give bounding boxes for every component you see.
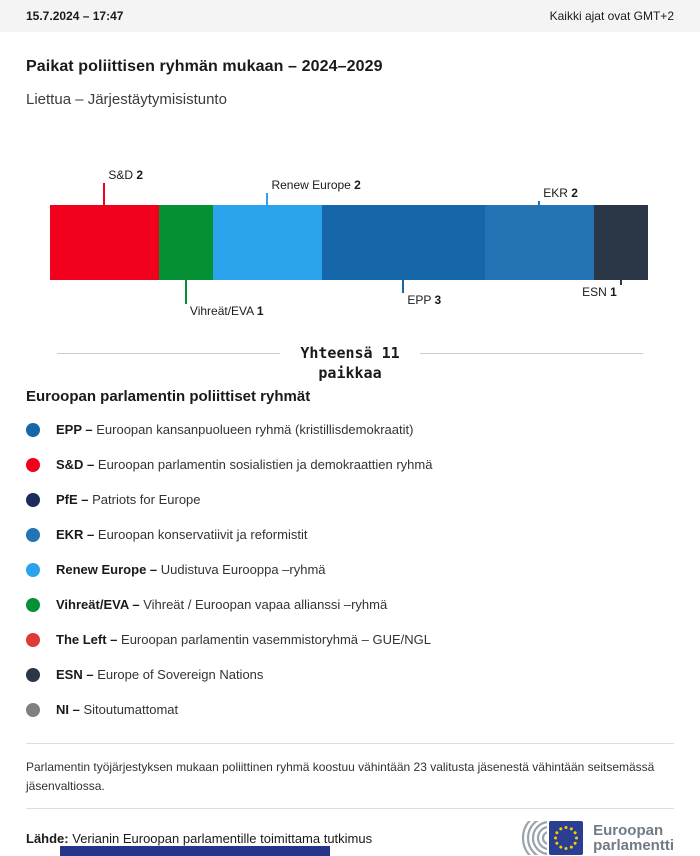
- legend-item-pfe: PfE – Patriots for Europe: [26, 492, 674, 507]
- ep-logo-text-line1: Euroopan: [593, 821, 664, 839]
- page-title: Paikat poliittisen ryhmän mukaan – 2024–…: [26, 58, 383, 75]
- bar-segment-vihre-t-eva: [158, 205, 214, 280]
- footnote: Parlamentin työjärjestyksen mukaan polii…: [26, 760, 655, 794]
- legend-list: EPP – Euroopan kansanpuolueen ryhmä (kri…: [26, 422, 674, 717]
- ep-parliament-logo-icon: [522, 821, 584, 856]
- bar-segment-esn: [593, 205, 648, 280]
- datetime-label: 15.7.2024 – 17:47: [26, 9, 124, 23]
- segment-label-ekr: EKR 2: [543, 186, 578, 200]
- legend-label-ekr: EKR – Euroopan konservatiivit ja reformi…: [56, 527, 308, 542]
- bar-segment-epp: [321, 205, 485, 280]
- legend-item-ekr: EKR – Euroopan konservatiivit ja reformi…: [26, 527, 674, 542]
- legend-dot-pfe: [26, 492, 40, 507]
- legend-dot-ni: [26, 702, 40, 717]
- legend-label-ni: NI – Sitoutumattomat: [56, 702, 179, 717]
- top-info-bar: 15.7.2024 – 17:47 Kaikki ajat ovat GMT+2: [0, 0, 700, 32]
- ep-logo-text: Euroopan parlamentti: [593, 821, 674, 855]
- legend-label-esn: ESN – Europe of Sovereign Nations: [56, 667, 264, 682]
- label-connector-epp: [402, 280, 405, 293]
- label-connector-renew-europe: [266, 193, 269, 205]
- legend-item-renew-europe: Renew Europe – Uudistuva Eurooppa –ryhmä: [26, 562, 674, 577]
- source-value: Verianin Euroopan parlamentille toimitta…: [72, 830, 373, 846]
- source-row: Lähde: Verianin Euroopan parlamentille t…: [26, 821, 674, 856]
- seat-bar: [50, 205, 648, 280]
- footnote-divider: [26, 743, 674, 744]
- legend-dot-esn: [26, 667, 40, 682]
- legend-label-s-d: S&D – Euroopan parlamentin sosialistien …: [56, 457, 433, 472]
- legend-dot-ekr: [26, 527, 40, 542]
- legend-dot-the-left: [26, 632, 40, 647]
- legend-label-renew-europe: Renew Europe – Uudistuva Eurooppa –ryhmä: [56, 562, 326, 577]
- legend-heading: Euroopan parlamentin poliittiset ryhmät: [26, 388, 311, 405]
- legend-item-epp: EPP – Euroopan kansanpuolueen ryhmä (kri…: [26, 422, 674, 437]
- legend-item-s-d: S&D – Euroopan parlamentin sosialistien …: [26, 457, 674, 472]
- label-connector-vihre-t-eva: [184, 280, 187, 304]
- legend-dot-vihre-t-eva: [26, 597, 40, 612]
- label-connector-s-d: [103, 183, 106, 205]
- label-connector-ekr: [538, 201, 541, 205]
- legend-label-the-left: The Left – Euroopan parlamentin vasemmis…: [56, 632, 431, 647]
- segment-label-epp: EPP 3: [407, 293, 442, 307]
- segment-label-vihre-t-eva: Vihreät/EVA 1: [189, 304, 264, 318]
- total-seats-label: Yhteensä 11 paikkaa: [300, 344, 399, 383]
- total-divider-left: [57, 353, 281, 354]
- legend-item-esn: ESN – Europe of Sovereign Nations: [26, 667, 674, 682]
- bar-segment-ekr: [484, 205, 594, 280]
- bar-segment-s-d: [50, 205, 159, 280]
- label-connector-esn: [619, 280, 622, 285]
- legend-dot-s-d: [26, 457, 40, 472]
- timezone-note: Kaikki ajat ovat GMT+2: [549, 9, 674, 23]
- legend-item-vihre-t-eva: Vihreät/EVA – Vihreät / Euroopan vapaa a…: [26, 597, 674, 612]
- ep-logo: Euroopan parlamentti: [512, 821, 674, 856]
- segment-label-s-d: S&D 2: [108, 168, 144, 182]
- bottom-accent-bar: [60, 846, 330, 856]
- bar-segment-renew-europe: [213, 205, 322, 280]
- source-divider: [26, 808, 674, 810]
- source-label: Lähde:: [26, 830, 69, 846]
- legend-dot-epp: [26, 422, 40, 437]
- segment-label-renew-europe: Renew Europe 2: [271, 178, 361, 192]
- total-seats-line2: paikkaa: [318, 363, 382, 382]
- legend-label-epp: EPP – Euroopan kansanpuolueen ryhmä (kri…: [56, 422, 414, 437]
- total-seats-line1: Yhteensä 11: [300, 344, 400, 362]
- total-divider-right: [419, 353, 643, 354]
- legend-item-ni: NI – Sitoutumattomat: [26, 702, 674, 717]
- segment-label-esn: ESN 1: [582, 285, 617, 299]
- legend-dot-renew-europe: [26, 562, 40, 577]
- legend-item-the-left: The Left – Euroopan parlamentin vasemmis…: [26, 632, 674, 647]
- legend-label-pfe: PfE – Patriots for Europe: [56, 492, 201, 507]
- page-subtitle: Liettua – Järjestäytymisistunto: [26, 91, 227, 108]
- seat-chart: S&D 2 Vihreät/EVA 1 Renew Europe 2 EPP 3 EKR…: [50, 169, 648, 318]
- legend-label-vihre-t-eva: Vihreät/EVA – Vihreät / Euroopan vapaa a…: [56, 597, 388, 612]
- source-text: Lähde: Verianin Euroopan parlamentille t…: [26, 831, 372, 846]
- ep-logo-text-line2: parlamentti: [593, 837, 674, 855]
- total-seats-row: Yhteensä 11 paikkaa: [57, 344, 643, 383]
